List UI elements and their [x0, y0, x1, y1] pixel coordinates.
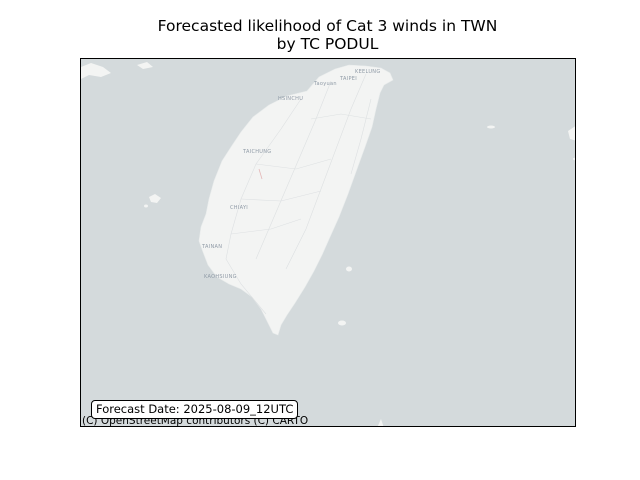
island-east: [568, 126, 575, 141]
island-penghu: [149, 194, 161, 203]
city-label-chiayi: CHIAYI: [230, 205, 248, 211]
island-nw: [137, 62, 153, 69]
island-kueishan: [487, 125, 495, 129]
basemap: KEELUNG TAIPEI Taoyuan HSINCHU TAICHUNG …: [81, 62, 575, 426]
taiwan-island: [198, 64, 394, 336]
city-label-keelung: KEELUNG: [355, 69, 381, 75]
island-south: [377, 419, 384, 426]
island-green: [346, 266, 352, 272]
forecast-date-label: Forecast Date: 2025-08-09_12UTC: [91, 400, 299, 419]
city-label-kaohsiung: KAOHSIUNG: [204, 274, 237, 280]
chart-title: Forecasted likelihood of Cat 3 winds in …: [157, 17, 498, 35]
island-orchid: [338, 320, 346, 326]
island-penghu-small: [144, 204, 148, 208]
city-label-taoyuan: Taoyuan: [313, 81, 337, 87]
map-panel[interactable]: KEELUNG TAIPEI Taoyuan HSINCHU TAICHUNG …: [80, 58, 576, 427]
city-label-hsinchu: HSINCHU: [278, 96, 303, 102]
island-east-small: [573, 157, 575, 161]
island-north: [81, 63, 111, 79]
road-network: [225, 73, 372, 315]
city-label-tainan: TAINAN: [201, 244, 222, 250]
city-label-taichung: TAICHUNG: [242, 149, 272, 155]
city-label-taipei: TAIPEI: [339, 76, 357, 82]
chart-subtitle: by TC PODUL: [276, 35, 379, 53]
local-road: [258, 168, 263, 180]
